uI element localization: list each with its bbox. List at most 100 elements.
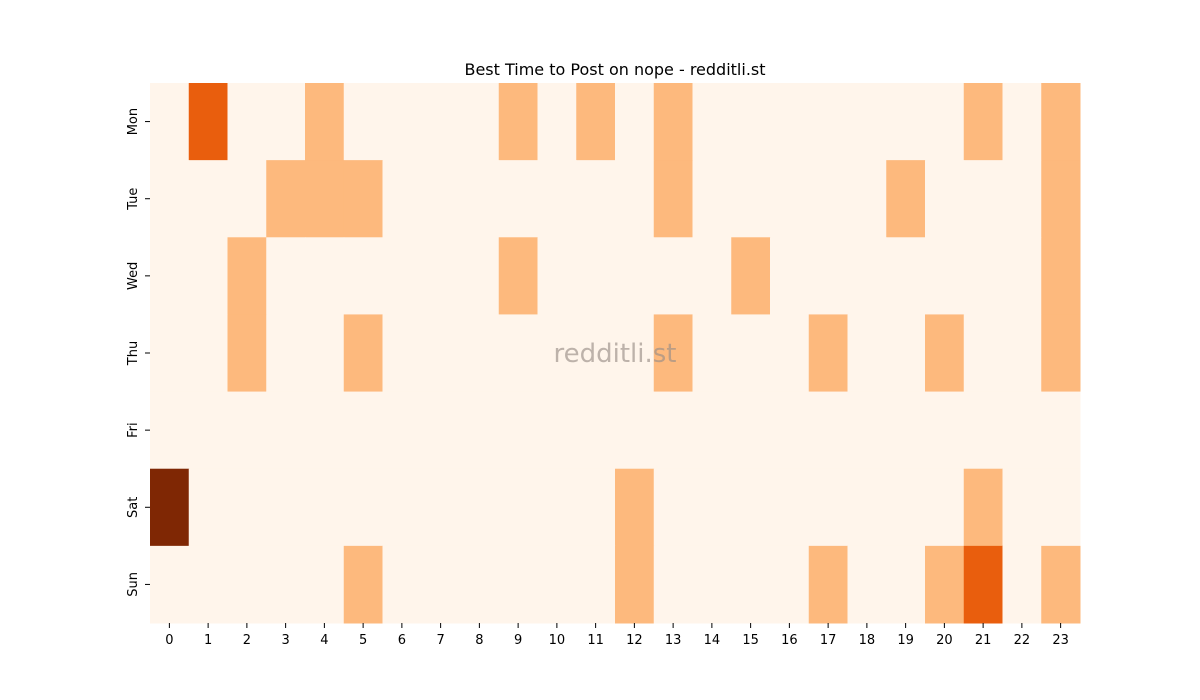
heatmap-cell-fri-2 — [227, 391, 267, 470]
heatmap-cell-wed-14 — [692, 237, 732, 315]
heatmap-cell-sun-15 — [731, 545, 771, 624]
heatmap-cell-tue-5 — [343, 160, 383, 238]
heatmap-cell-wed-13 — [653, 237, 693, 315]
heatmap-cell-mon-21 — [963, 83, 1003, 161]
heatmap-cell-thu-1 — [188, 314, 228, 393]
heatmap-cell-fri-7 — [421, 391, 461, 470]
heatmap-cell-sun-3 — [266, 545, 306, 624]
heatmap-cell-sun-12 — [615, 545, 655, 624]
x-tick-label: 18 — [859, 633, 876, 648]
heatmap-cell-sat-15 — [731, 468, 771, 547]
heatmap-cell-sat-7 — [421, 468, 461, 547]
heatmap-cell-tue-14 — [692, 160, 732, 238]
heatmap-cell-tue-8 — [460, 160, 500, 238]
heatmap-cell-sat-10 — [537, 468, 577, 547]
heatmap-cell-sat-12 — [615, 468, 655, 547]
heatmap-cell-wed-12 — [615, 237, 655, 315]
heatmap-cell-wed-21 — [963, 237, 1003, 315]
heatmap-cell-sat-5 — [343, 468, 383, 547]
heatmap-cell-tue-0 — [150, 160, 190, 238]
x-tick-label: 23 — [1052, 633, 1069, 648]
heatmap-cell-tue-23 — [1041, 160, 1081, 238]
x-axis: 0 1 2 3 4 5 6 7 8 9 10 11 12 13 14 15 16 17 18 19 20 21 22 23 — [165, 623, 1069, 648]
y-tick-label: Fri — [126, 422, 141, 438]
heatmap-cell-mon-6 — [382, 83, 422, 161]
heatmap-cell-thu-8 — [460, 314, 500, 393]
heatmap-cell-thu-12 — [615, 314, 655, 393]
heatmap-cell-sat-6 — [382, 468, 422, 547]
heatmap-cell-fri-0 — [150, 391, 190, 470]
heatmap-cell-tue-16 — [770, 160, 810, 238]
x-tick-label: 14 — [704, 633, 721, 648]
heatmap-cell-sat-11 — [576, 468, 616, 547]
watermark-text: redditli.st — [554, 339, 677, 369]
heatmap-cell-wed-22 — [1002, 237, 1042, 315]
x-tick-label: 22 — [1014, 633, 1031, 648]
heatmap-cell-mon-13 — [653, 83, 693, 161]
heatmap-cell-mon-11 — [576, 83, 616, 161]
x-tick-label: 9 — [514, 633, 522, 648]
heatmap-cell-fri-4 — [305, 391, 345, 470]
heatmap-cell-sat-4 — [305, 468, 345, 547]
heatmap-cell-tue-17 — [808, 160, 848, 238]
heatmap-cell-sat-0 — [150, 468, 190, 547]
heatmap-cell-sun-23 — [1041, 545, 1081, 624]
heatmap-cell-sun-0 — [150, 545, 190, 624]
heatmap-cell-sat-14 — [692, 468, 732, 547]
heatmap-cell-mon-16 — [770, 83, 810, 161]
heatmap-cell-sun-14 — [692, 545, 732, 624]
heatmap-cell-fri-22 — [1002, 391, 1042, 470]
x-tick-label: 6 — [398, 633, 406, 648]
heatmap-cell-wed-5 — [343, 237, 383, 315]
x-tick-label: 10 — [549, 633, 566, 648]
heatmap-cell-fri-11 — [576, 391, 616, 470]
heatmap-cell-sun-9 — [498, 545, 538, 624]
heatmap-cell-tue-3 — [266, 160, 306, 238]
heatmap-cell-mon-20 — [925, 83, 965, 161]
heatmap-cell-tue-13 — [653, 160, 693, 238]
x-tick-label: 13 — [665, 633, 682, 648]
x-tick-label: 1 — [204, 633, 212, 648]
y-tick-label: Tue — [126, 188, 141, 211]
heatmap-cell-mon-15 — [731, 83, 771, 161]
heatmap-cell-thu-18 — [847, 314, 887, 393]
heatmap-cell-fri-5 — [343, 391, 383, 470]
heatmap-cell-sat-1 — [188, 468, 228, 547]
heatmap-cell-sun-19 — [886, 545, 926, 624]
chart-title: Best Time to Post on nope - redditli.st — [464, 60, 765, 79]
heatmap-cell-fri-14 — [692, 391, 732, 470]
heatmap-cell-thu-0 — [150, 314, 190, 393]
heatmap-cell-wed-11 — [576, 237, 616, 315]
heatmap-cell-fri-16 — [770, 391, 810, 470]
x-tick-label: 20 — [936, 633, 953, 648]
heatmap-cell-tue-18 — [847, 160, 887, 238]
heatmap-cell-fri-15 — [731, 391, 771, 470]
heatmap-cell-thu-10 — [537, 314, 577, 393]
x-tick-label: 5 — [359, 633, 367, 648]
heatmap-cell-wed-4 — [305, 237, 345, 315]
x-tick-label: 21 — [975, 633, 992, 648]
heatmap-cell-sat-19 — [886, 468, 926, 547]
heatmap-cell-tue-1 — [188, 160, 228, 238]
heatmap-cell-thu-20 — [925, 314, 965, 393]
heatmap-cell-tue-20 — [925, 160, 965, 238]
x-tick-label: 3 — [281, 633, 289, 648]
heatmap-cell-sat-3 — [266, 468, 306, 547]
heatmap-cell-tue-7 — [421, 160, 461, 238]
heatmap-cell-sun-4 — [305, 545, 345, 624]
heatmap-cell-wed-9 — [498, 237, 538, 315]
x-tick-label: 19 — [897, 633, 914, 648]
x-tick-label: 15 — [742, 633, 759, 648]
y-tick-label: Wed — [126, 262, 141, 290]
x-tick-label: 0 — [165, 633, 173, 648]
y-tick-label: Mon — [126, 108, 141, 135]
heatmap-cell-mon-7 — [421, 83, 461, 161]
heatmap-cell-sat-17 — [808, 468, 848, 547]
heatmap-cell-sun-16 — [770, 545, 810, 624]
heatmap-cell-sat-20 — [925, 468, 965, 547]
heatmap-cell-wed-17 — [808, 237, 848, 315]
heatmap-cell-sun-2 — [227, 545, 267, 624]
heatmap-cell-fri-13 — [653, 391, 693, 470]
heatmap-cell-mon-8 — [460, 83, 500, 161]
